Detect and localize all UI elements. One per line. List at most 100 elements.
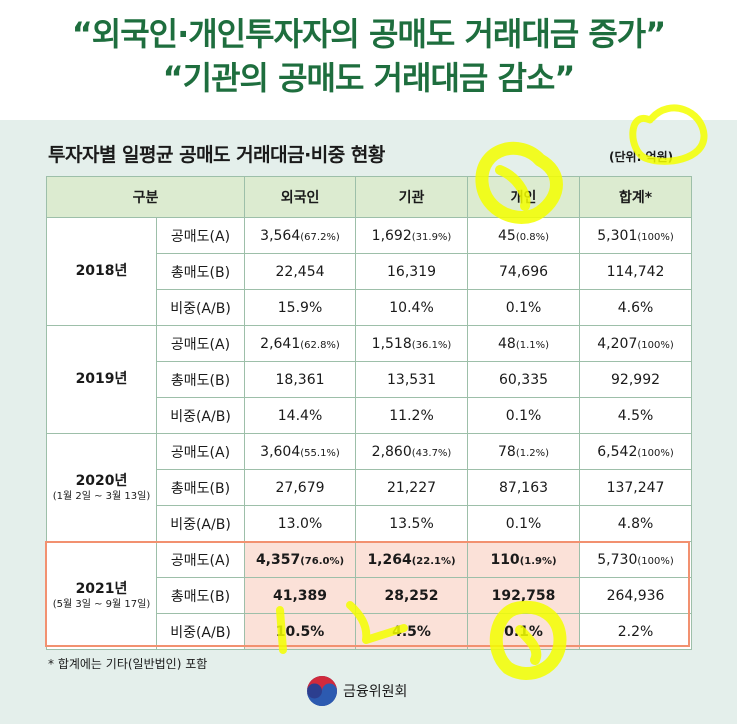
short-selling-table: 구분 외국인 기관 개인 합계* 2018년 공매도(A) 3,564(67.2%)…: [45, 176, 693, 650]
data-cell: 16,319: [355, 253, 469, 290]
cell-value: 264,936: [606, 587, 665, 604]
cell-share: (100%): [637, 339, 674, 351]
data-cell: 92,992: [579, 361, 693, 398]
data-cell: 2,641(62.8%): [244, 325, 357, 362]
data-cell: 2.2%: [579, 613, 693, 650]
column-header: 외국인: [244, 176, 357, 218]
cell-value: 27,679: [275, 479, 325, 496]
cell-value: 2,641: [260, 335, 301, 352]
cell-share: (22.1%): [411, 555, 456, 567]
column-header: 개인: [467, 176, 581, 218]
data-cell: 21,227: [355, 469, 469, 506]
cell-value: 4,207: [597, 335, 638, 352]
data-cell: 4.5%: [355, 613, 469, 650]
data-cell: 4,357(76.0%): [244, 541, 357, 578]
cell-value: 15.9%: [277, 299, 323, 316]
data-cell: 110(1.9%): [467, 541, 581, 578]
row-label: 비중(A/B): [155, 397, 246, 434]
year-label: 2019년: [75, 371, 128, 387]
data-cell: 22,454: [244, 253, 357, 290]
row-label: 공매도(A): [155, 325, 246, 362]
data-cell: 264,936: [579, 577, 693, 614]
cell-value: 74,696: [499, 263, 549, 280]
table-header-row: 구분 외국인 기관 개인 합계*: [45, 176, 693, 218]
cell-share: (1.9%): [519, 555, 557, 567]
cell-value: 13,531: [387, 371, 437, 388]
data-cell: 4.8%: [579, 505, 693, 542]
year-cell: 2019년: [46, 325, 157, 434]
cell-value: 114,742: [606, 263, 665, 280]
cell-share: (0.8%): [515, 231, 550, 243]
data-cell: 114,742: [579, 253, 693, 290]
row-label: 총매도(B): [155, 469, 246, 506]
data-cell: 0.1%: [467, 505, 581, 542]
column-header: 합계*: [579, 176, 693, 218]
data-cell: 74,696: [467, 253, 581, 290]
row-label: 총매도(B): [155, 253, 246, 290]
cell-value: 0.1%: [505, 407, 542, 424]
data-cell: 137,247: [579, 469, 693, 506]
cell-value: 21,227: [387, 479, 437, 496]
cell-share: (100%): [637, 447, 674, 459]
cell-value: 13.5%: [389, 515, 434, 532]
cell-value: 4.8%: [617, 515, 654, 532]
data-cell: 1,518(36.1%): [355, 325, 469, 362]
row-label: 총매도(B): [155, 361, 246, 398]
cell-share: (1.2%): [515, 447, 550, 459]
data-cell: 0.1%: [467, 289, 581, 326]
data-cell: 4.6%: [579, 289, 693, 326]
table-row: 총매도(B) 22,454 16,319 74,696 114,742: [47, 253, 693, 290]
year-period: (1월 2일 ~ 3월 13일): [52, 490, 151, 502]
year-cell: 2018년: [46, 217, 157, 326]
cell-share: (43.7%): [411, 447, 452, 459]
cell-value: 22,454: [275, 263, 325, 280]
cell-share: (36.1%): [411, 339, 452, 351]
cell-value: 16,319: [387, 263, 437, 280]
cell-value: 1,264: [367, 551, 412, 568]
data-cell: 3,564(67.2%): [244, 217, 357, 254]
table-title: 투자자별 일평균 공매도 거래대금·비중 현황: [48, 144, 385, 166]
data-cell: 87,163: [467, 469, 581, 506]
cell-value: 137,247: [606, 479, 665, 496]
cell-value: 14.4%: [277, 407, 323, 424]
data-cell: 0.1%: [467, 613, 581, 650]
cell-share: (100%): [637, 231, 674, 243]
data-cell: 41,389: [244, 577, 357, 614]
organization-name: 금융위원회: [343, 684, 408, 700]
data-cell: 2,860(43.7%): [355, 433, 469, 470]
data-cell: 60,335: [467, 361, 581, 398]
cell-share: (1.1%): [515, 339, 550, 351]
year-label: 2021년: [75, 580, 128, 597]
year-cell: 2021년 (5월 3일 ~ 9월 17일): [46, 541, 157, 650]
cell-value: 0.1%: [505, 299, 542, 316]
cell-value: 110: [490, 551, 520, 568]
year-label: 2020년: [75, 472, 128, 489]
data-cell: 4,207(100%): [579, 325, 693, 362]
data-cell: 28,252: [355, 577, 469, 614]
unit-label: (단위: 억원): [609, 150, 674, 164]
year-cell: 2020년 (1월 2일 ~ 3월 13일): [46, 433, 157, 542]
cell-value: 10.4%: [389, 299, 434, 316]
cell-value: 78: [497, 443, 516, 460]
data-cell: 15.9%: [244, 289, 357, 326]
government-taegeuk-logo-icon: [307, 676, 337, 706]
data-cell: 13.5%: [355, 505, 469, 542]
data-cell: 5,730(100%): [579, 541, 693, 578]
data-cell: 5,301(100%): [579, 217, 693, 254]
row-label: 비중(A/B): [155, 289, 246, 326]
data-cell: 10.5%: [244, 613, 357, 650]
table-row: 2018년 공매도(A) 3,564(67.2%) 1,692(31.9%) 45(0.…: [46, 217, 693, 326]
cell-value: 41,389: [273, 587, 328, 604]
table-row: 총매도(B) 27,679 21,227 87,163 137,247: [47, 469, 693, 506]
cell-value: 1,518: [371, 335, 412, 352]
data-cell: 18,361: [244, 361, 357, 398]
cell-value: 87,163: [499, 479, 549, 496]
data-cell: 27,679: [244, 469, 357, 506]
row-label: 공매도(A): [155, 217, 246, 254]
table-row: 비중(A/B) 15.9% 10.4% 0.1% 4.6%: [47, 289, 693, 326]
cell-value: 3,564: [260, 227, 301, 244]
data-cell: 78(1.2%): [467, 433, 581, 470]
row-label: 공매도(A): [155, 541, 246, 578]
cell-value: 5,730: [597, 551, 638, 568]
cell-value: 4.5%: [392, 623, 431, 640]
